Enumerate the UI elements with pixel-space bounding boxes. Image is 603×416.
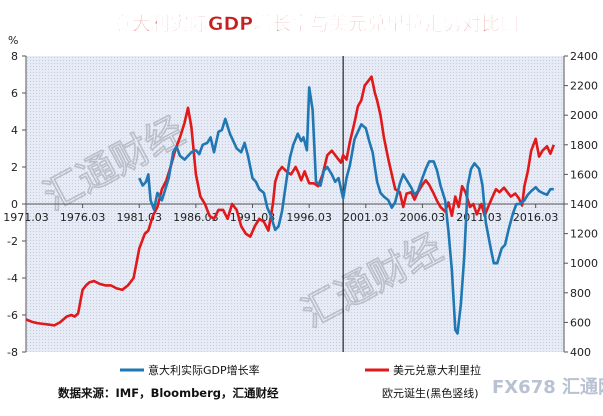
right-tick-label: 2000 xyxy=(570,109,598,122)
x-tick-label: 1996.03 xyxy=(286,211,332,224)
data-source: 数据来源：IMF，Bloomberg，汇通财经 xyxy=(58,386,279,400)
left-tick-label: -6 xyxy=(7,309,18,322)
legend-label-italy-gdp: 意大利实际GDP增长率 xyxy=(148,363,260,377)
right-tick-label: 1400 xyxy=(570,198,598,211)
right-tick-label: 1000 xyxy=(570,257,598,270)
right-tick-label: 1800 xyxy=(570,139,598,152)
left-tick-label: 8 xyxy=(11,50,18,63)
euro-birth-annotation: 欧元诞生(黑色竖线) xyxy=(382,386,479,400)
x-tick-label: 2011.03 xyxy=(456,211,502,224)
x-tick-label: 1971.03 xyxy=(3,211,49,224)
left-tick-label: 6 xyxy=(11,87,18,100)
right-tick-label: 800 xyxy=(570,287,591,300)
right-axis-ticks: 400 600 800 1000 1200 1400 1600 1800 2000 2200 240… xyxy=(564,50,598,359)
x-tick-label: 2016.03 xyxy=(513,211,559,224)
left-tick-label: 0 xyxy=(11,198,18,211)
series-line-italy-gdp xyxy=(138,86,554,335)
right-tick-label: 2400 xyxy=(570,50,598,63)
chart-title: 意大利实际GDP增长率与美元兑里拉走势对比图 xyxy=(113,12,519,35)
left-tick-label: -8 xyxy=(7,346,18,359)
legend-label-usd-itl: 美元兑意大利里拉 xyxy=(393,363,481,377)
left-tick-label: 2 xyxy=(11,161,18,174)
x-tick-label: 2006.03 xyxy=(400,211,446,224)
right-tick-label: 400 xyxy=(570,346,591,359)
x-tick-label: 1986.03 xyxy=(173,211,219,224)
left-tick-label: -2 xyxy=(7,235,18,248)
right-tick-label: 1200 xyxy=(570,228,598,241)
left-axis-unit: % xyxy=(8,34,18,47)
x-tick-label: 1976.03 xyxy=(60,211,106,224)
left-axis-ticks: -8 -6 -4 -2 0 2 4 6 8 xyxy=(7,50,26,359)
right-tick-label: 600 xyxy=(570,316,591,329)
x-tick-label: 2001.03 xyxy=(343,211,389,224)
right-tick-label: 2200 xyxy=(570,80,598,93)
series-line-usd-itl xyxy=(25,75,556,327)
right-tick-label: 1600 xyxy=(570,168,598,181)
brand-logo: FX678 汇通网 xyxy=(492,377,603,398)
left-tick-label: -4 xyxy=(7,272,18,285)
left-tick-label: 4 xyxy=(11,124,18,137)
